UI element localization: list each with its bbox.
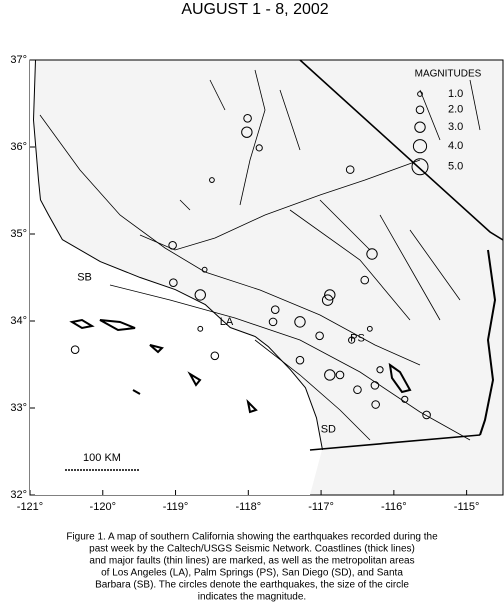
legend-label: 2.0: [448, 104, 463, 116]
colorado-river: [479, 249, 497, 436]
islands: [69, 318, 258, 414]
ocean: [30, 60, 322, 495]
y-tick-label: 37°: [10, 54, 27, 66]
earthquake: [324, 289, 336, 301]
earthquake: [194, 289, 206, 301]
earthquake: [255, 144, 263, 152]
x-tick-label: -120°: [90, 501, 116, 513]
fault: [254, 339, 371, 441]
scale-bar-label: 100 KM: [83, 452, 121, 464]
earthquake: [315, 331, 324, 341]
caption-line: of Los Angeles (LA), Palm Springs (PS), …: [101, 568, 403, 579]
x-tick-label: -119°: [163, 501, 189, 513]
y-tick-label: 36°: [10, 141, 27, 153]
caption-line: past week by the Caltech/USGS Seismic Ne…: [89, 544, 415, 555]
mexico-border: [309, 434, 481, 451]
earthquake: [169, 278, 178, 288]
earthquake: [241, 126, 253, 138]
earthquake: [360, 275, 370, 285]
earthquake: [353, 385, 362, 395]
earthquake: [201, 266, 208, 273]
earthquake: [376, 366, 384, 374]
earthquake: [348, 336, 356, 344]
earthquake: [345, 165, 355, 174]
y-tick-label: 32°: [10, 489, 27, 501]
caption-line: Barbara (SB). The circles denote the ear…: [95, 580, 409, 591]
x-tick-label: -116°: [381, 501, 407, 513]
earthquake: [243, 113, 252, 123]
x-tick-label: -115°: [454, 501, 480, 513]
earthquake: [209, 177, 215, 183]
x-tick-label: -118°: [236, 501, 262, 513]
legend-title: MAGNITUDES: [415, 69, 482, 80]
fault: [179, 79, 481, 211]
legend-marker: [411, 158, 429, 176]
place-label: PS: [350, 332, 365, 344]
x-tick-label: -121°: [17, 501, 43, 513]
earthquake: [70, 345, 80, 355]
earthquake: [270, 305, 280, 314]
legend-marker: [415, 105, 425, 115]
map-title: AUGUST 1 - 8, 2002: [181, 1, 328, 18]
legend-label: 4.0: [448, 140, 463, 152]
earthquake: [366, 248, 378, 260]
earthquake: [371, 400, 380, 409]
fault: [109, 284, 471, 441]
y-tick-label: 34°: [10, 315, 27, 327]
earthquake: [321, 294, 334, 306]
state-border: [299, 59, 504, 241]
legend-marker: [414, 121, 426, 133]
place-label: SD: [321, 424, 336, 436]
earthquake: [422, 410, 431, 420]
y-tick-label: 33°: [10, 402, 27, 414]
earthquake: [294, 316, 306, 328]
y-tick-label: 35°: [10, 228, 27, 240]
earthquake: [295, 355, 305, 365]
earthquake: [366, 325, 373, 332]
legend-label: 1.0: [448, 88, 463, 100]
x-tick-label: -117°: [308, 501, 334, 513]
earthquake: [370, 381, 380, 390]
fault: [139, 159, 421, 251]
caption-line: and major faults (thin lines) are marked…: [89, 556, 414, 567]
place-label: SB: [77, 271, 92, 283]
legend-marker: [412, 139, 428, 154]
caption-line: Figure 1. A map of southern California s…: [66, 532, 438, 543]
legend-marker: [417, 91, 423, 97]
earthquake: [335, 370, 345, 380]
salton-sea: [388, 362, 412, 394]
earthquake: [401, 395, 409, 403]
legend-label: 5.0: [448, 161, 463, 173]
earthquake: [197, 325, 204, 332]
earthquake: [324, 369, 336, 381]
earthquake: [168, 241, 177, 250]
fault: [209, 69, 461, 321]
caption-line: indicates the magnitude.: [198, 592, 306, 603]
earthquake: [268, 317, 278, 327]
place-label: LA: [220, 316, 234, 328]
legend-label: 3.0: [448, 121, 463, 133]
earthquake: [210, 351, 220, 361]
